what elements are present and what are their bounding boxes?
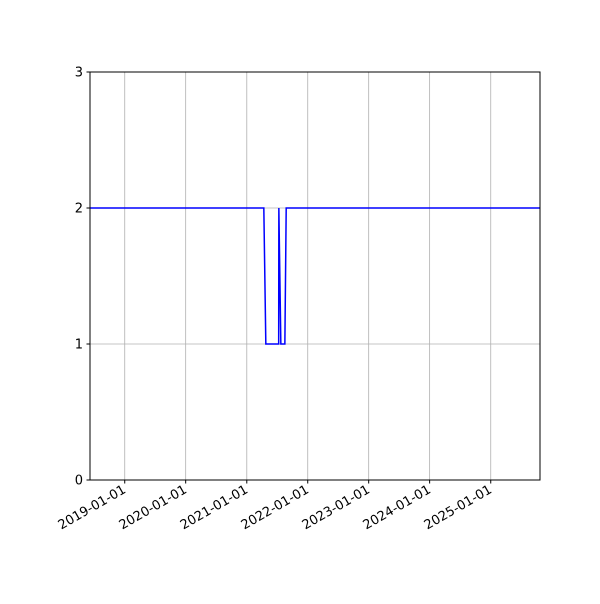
x-tick-label: 2020-01-01 xyxy=(117,482,190,533)
series-layer xyxy=(90,207,540,345)
y-tick-label: 3 xyxy=(75,66,83,81)
x-axis: 2019-01-012020-01-012021-01-012022-01-01… xyxy=(56,480,495,533)
y-tick-label: 1 xyxy=(75,338,83,353)
y-tick-label: 2 xyxy=(75,202,83,217)
series-line xyxy=(90,207,540,345)
x-tick-label: 2019-01-01 xyxy=(56,482,129,533)
x-tick-label: 2021-01-01 xyxy=(178,482,251,533)
grid xyxy=(90,72,540,480)
y-axis: 0 1 2 3 xyxy=(75,66,90,489)
x-tick-label: 2023-01-01 xyxy=(300,482,373,533)
x-tick-label: 2025-01-01 xyxy=(422,482,495,533)
x-tick-label: 2022-01-01 xyxy=(239,482,312,533)
y-tick-label: 0 xyxy=(75,474,83,489)
x-tick-label: 2024-01-01 xyxy=(361,482,434,533)
plot-frame xyxy=(89,71,541,481)
